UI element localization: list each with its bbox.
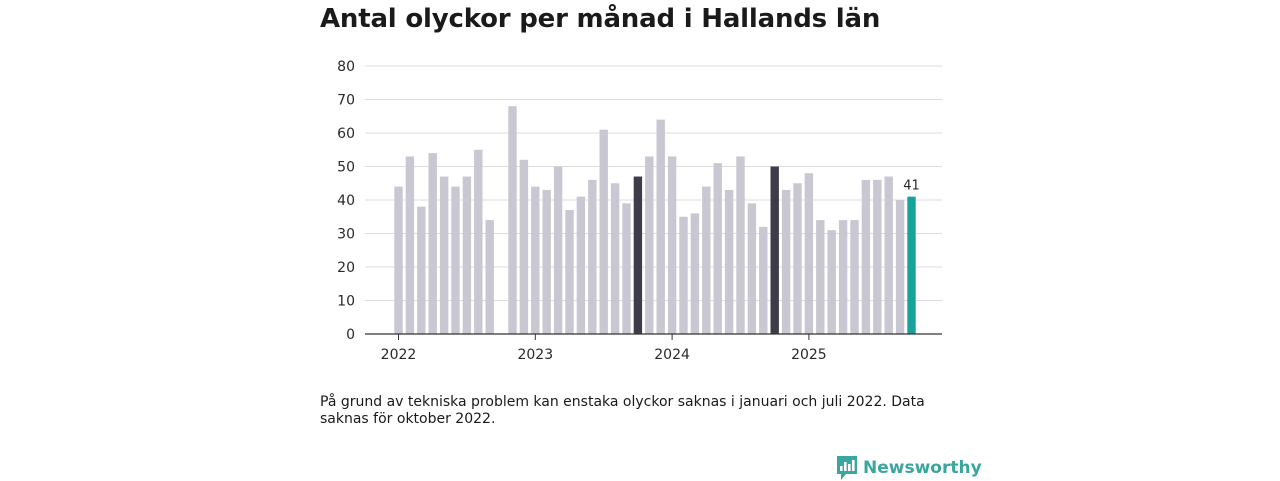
bar (599, 129, 608, 334)
x-tick-label: 2024 (654, 347, 690, 363)
bar (850, 220, 859, 334)
y-tick-label: 40 (337, 193, 355, 209)
bar (816, 220, 825, 334)
bar (645, 156, 654, 334)
bar (576, 196, 586, 334)
bar (702, 186, 711, 334)
bar (519, 159, 529, 334)
y-tick-label: 60 (337, 126, 355, 142)
y-tick-label: 0 (346, 327, 355, 343)
bar (405, 156, 415, 334)
y-tick-label: 10 (337, 294, 355, 310)
bar (667, 156, 677, 334)
bar (759, 226, 768, 334)
bar (838, 220, 848, 334)
bar (873, 179, 882, 334)
bar (736, 156, 745, 334)
data-label: 41 (903, 179, 920, 194)
bar (622, 203, 631, 334)
bar (553, 166, 563, 334)
bar (474, 149, 483, 334)
y-tick-label: 30 (337, 227, 355, 243)
brand-logo[interactable]: Newsworthy (836, 455, 982, 481)
chart-footnote: På grund av tekniska problem kan enstaka… (320, 394, 925, 427)
bar (804, 173, 814, 334)
bar (485, 220, 494, 334)
bar (508, 106, 517, 334)
bar (428, 153, 437, 334)
x-tick-label: 2022 (381, 347, 417, 363)
bar-chart: 0 10 20 30 40 50 60 70 80 2022 2023 2024 2025 41 (337, 59, 942, 363)
y-tick-label: 20 (337, 260, 355, 276)
bar (724, 189, 734, 334)
brand-name: Newsworthy (863, 458, 982, 478)
bar (439, 176, 449, 334)
y-tick-label: 50 (337, 160, 355, 176)
newsworthy-logo-icon (837, 456, 857, 480)
bar (747, 203, 757, 334)
bar (690, 213, 700, 334)
bar (895, 200, 905, 334)
y-tick-label: 70 (337, 93, 355, 109)
bar (462, 176, 472, 334)
bar (884, 176, 893, 334)
bar (451, 186, 460, 334)
bar (531, 186, 540, 334)
bar (907, 196, 916, 334)
bar (679, 216, 688, 334)
bar (588, 179, 597, 334)
x-tick-label: 2023 (517, 347, 553, 363)
bar (633, 176, 643, 334)
bar (793, 183, 802, 334)
bar (770, 166, 779, 334)
bar (827, 230, 836, 334)
bar (713, 163, 722, 334)
x-tick-label: 2025 (791, 347, 827, 363)
bar (861, 179, 871, 334)
y-tick-label: 80 (337, 59, 355, 75)
bar (610, 183, 620, 334)
bar (417, 206, 426, 334)
bar (656, 119, 665, 334)
bar (542, 189, 551, 334)
bar (565, 210, 574, 334)
bar (781, 189, 791, 334)
bar (394, 186, 403, 334)
chart-title: Antal olyckor per månad i Hallands län (320, 4, 881, 34)
